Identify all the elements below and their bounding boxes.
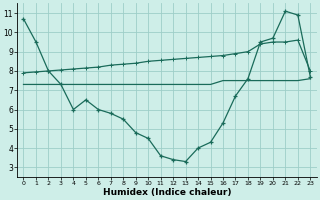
X-axis label: Humidex (Indice chaleur): Humidex (Indice chaleur) bbox=[103, 188, 231, 197]
